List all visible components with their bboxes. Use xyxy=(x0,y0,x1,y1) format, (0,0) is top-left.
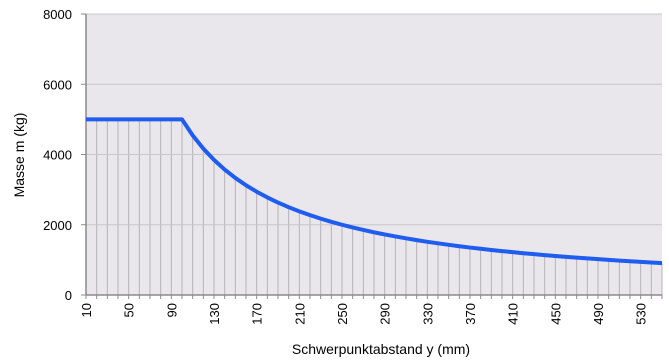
series-line xyxy=(86,117,663,266)
x-tick-label: 290 xyxy=(378,303,393,325)
x-tick-label: 490 xyxy=(591,303,606,325)
x-tick-label: 50 xyxy=(122,303,137,317)
x-tick-label: 250 xyxy=(335,303,350,325)
x-axis-title: Schwerpunktabstand y (mm) xyxy=(292,341,470,357)
gridlines xyxy=(86,13,662,226)
y-tick-labels: 0 2000 4000 6000 8000 xyxy=(43,7,72,303)
x-tick-label: 330 xyxy=(420,303,435,325)
x-tick-labels: 10 50 90 130 170 210 250 290 330 370 410 450 490 530 xyxy=(79,303,649,325)
y-tick-label: 6000 xyxy=(43,77,72,92)
y-tick-label: 0 xyxy=(65,288,72,303)
x-tick-label: 530 xyxy=(634,303,649,325)
x-tick-label: 130 xyxy=(207,303,222,325)
x-tick-label: 450 xyxy=(548,303,563,325)
y-tick-label: 8000 xyxy=(43,7,72,22)
x-tick-label: 90 xyxy=(164,303,179,317)
y-tick-label: 2000 xyxy=(43,218,72,233)
x-tick-label: 170 xyxy=(250,303,265,325)
x-tick-label: 10 xyxy=(79,303,94,317)
axes xyxy=(81,13,663,299)
x-tick-label: 370 xyxy=(463,303,478,325)
x-tick-label: 210 xyxy=(292,303,307,325)
y-tick-label: 4000 xyxy=(43,148,72,163)
y-axis-title: Masse m (kg) xyxy=(11,113,27,198)
x-tick-label: 410 xyxy=(506,303,521,325)
drop-lines xyxy=(85,119,663,295)
